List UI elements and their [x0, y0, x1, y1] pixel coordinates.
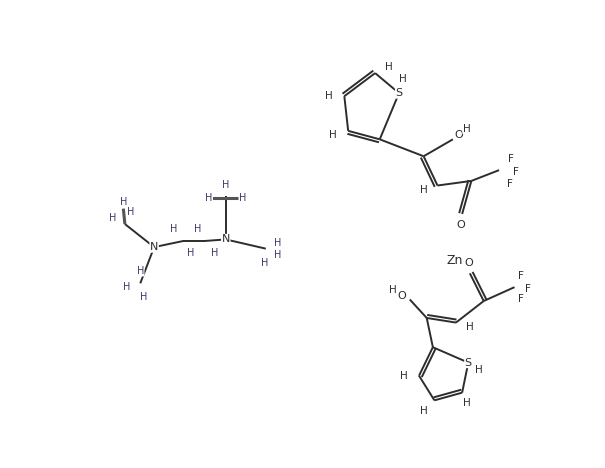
- Text: H: H: [275, 250, 282, 260]
- Text: H: H: [466, 322, 474, 332]
- Text: H: H: [399, 74, 407, 84]
- Text: H: H: [385, 62, 393, 72]
- Text: F: F: [518, 271, 523, 281]
- Text: H: H: [420, 406, 428, 416]
- Text: F: F: [507, 179, 513, 189]
- Text: H: H: [261, 257, 268, 268]
- Text: O: O: [464, 257, 473, 268]
- Text: F: F: [508, 154, 514, 164]
- Text: N: N: [221, 234, 230, 244]
- Text: H: H: [194, 224, 201, 234]
- Text: H: H: [400, 371, 408, 380]
- Text: H: H: [127, 207, 135, 217]
- Text: H: H: [420, 185, 428, 195]
- Text: H: H: [120, 197, 127, 207]
- Text: F: F: [525, 284, 531, 294]
- Text: F: F: [513, 167, 519, 176]
- Text: F: F: [518, 294, 523, 305]
- Text: S: S: [396, 88, 402, 98]
- Text: H: H: [475, 366, 483, 375]
- Text: O: O: [397, 291, 407, 300]
- Text: S: S: [465, 358, 472, 368]
- Text: H: H: [137, 266, 144, 276]
- Text: H: H: [329, 130, 336, 140]
- Text: Zn: Zn: [446, 254, 463, 267]
- Text: H: H: [463, 398, 471, 409]
- Text: H: H: [205, 193, 212, 203]
- Text: H: H: [389, 285, 397, 295]
- Text: H: H: [109, 213, 116, 223]
- Text: H: H: [222, 180, 229, 190]
- Text: H: H: [171, 224, 178, 234]
- Text: H: H: [463, 124, 471, 133]
- Text: N: N: [150, 242, 159, 252]
- Text: H: H: [325, 91, 333, 101]
- Text: H: H: [188, 249, 195, 258]
- Text: H: H: [140, 292, 148, 302]
- Text: O: O: [456, 220, 465, 230]
- Text: H: H: [275, 237, 282, 248]
- Text: H: H: [123, 282, 130, 292]
- Text: H: H: [239, 193, 246, 203]
- Text: H: H: [211, 249, 218, 258]
- Text: O: O: [455, 131, 463, 140]
